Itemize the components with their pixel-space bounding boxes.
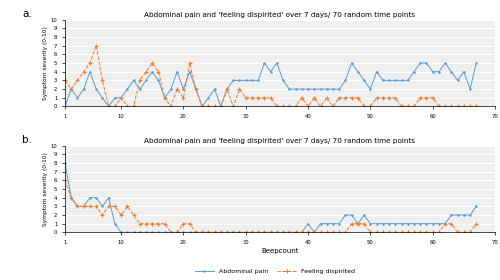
Abdominal pain [130,231,136,234]
Abdominal pain [236,231,242,234]
Abdominal pain [112,222,118,225]
Abdominal pain [112,96,118,99]
Line: Feeling dispirited: Feeling dispirited [64,44,478,108]
Feeling dispirited [448,222,454,225]
Feeling dispirited [474,105,480,108]
Title: Abdominal pain and 'feeling dispirited' over 7 days/ 70 random time points: Abdominal pain and 'feeling dispirited' … [144,12,416,18]
X-axis label: Beepcount: Beepcount [261,248,299,254]
Abdominal pain [62,161,68,165]
Line: Feeling dispirited: Feeling dispirited [64,179,478,234]
Text: a.: a. [22,9,32,19]
Y-axis label: Symptom severity (0-10): Symptom severity (0-10) [43,152,48,226]
Abdominal pain [262,61,268,65]
Feeling dispirited [448,105,454,108]
Abdominal pain [380,79,386,82]
Abdominal pain [255,231,261,234]
Y-axis label: Symptom severity (0-10): Symptom severity (0-10) [43,26,48,100]
Feeling dispirited [474,222,480,225]
Feeling dispirited [62,179,68,182]
Feeling dispirited [386,96,392,99]
Abdominal pain [124,87,130,91]
Line: Abdominal pain: Abdominal pain [64,162,478,234]
Text: b.: b. [22,135,32,145]
Abdominal pain [474,205,480,208]
Feeling dispirited [124,105,130,108]
Feeling dispirited [124,205,130,208]
Feeling dispirited [112,205,118,208]
Legend: Abdominal pain, Feeling dispirited: Abdominal pain, Feeling dispirited [192,266,358,277]
Abdominal pain [62,105,68,108]
Abdominal pain [448,213,454,217]
Feeling dispirited [106,105,112,108]
Feeling dispirited [100,79,105,82]
Abdominal pain [249,79,255,82]
Abdominal pain [118,231,124,234]
Feeling dispirited [168,231,174,234]
Feeling dispirited [93,44,99,47]
Abdominal pain [448,70,454,73]
Feeling dispirited [380,231,386,234]
Line: Abdominal pain: Abdominal pain [64,62,478,108]
Feeling dispirited [242,96,248,99]
Feeling dispirited [262,96,268,99]
Abdominal pain [230,79,236,82]
Feeling dispirited [255,231,261,234]
Title: Abdominal pain and 'feeling dispirited' over 7 days/ 70 random time points: Abdominal pain and 'feeling dispirited' … [144,138,416,144]
Abdominal pain [474,61,480,65]
Feeling dispirited [236,231,242,234]
Abdominal pain [380,222,386,225]
Feeling dispirited [62,79,68,82]
